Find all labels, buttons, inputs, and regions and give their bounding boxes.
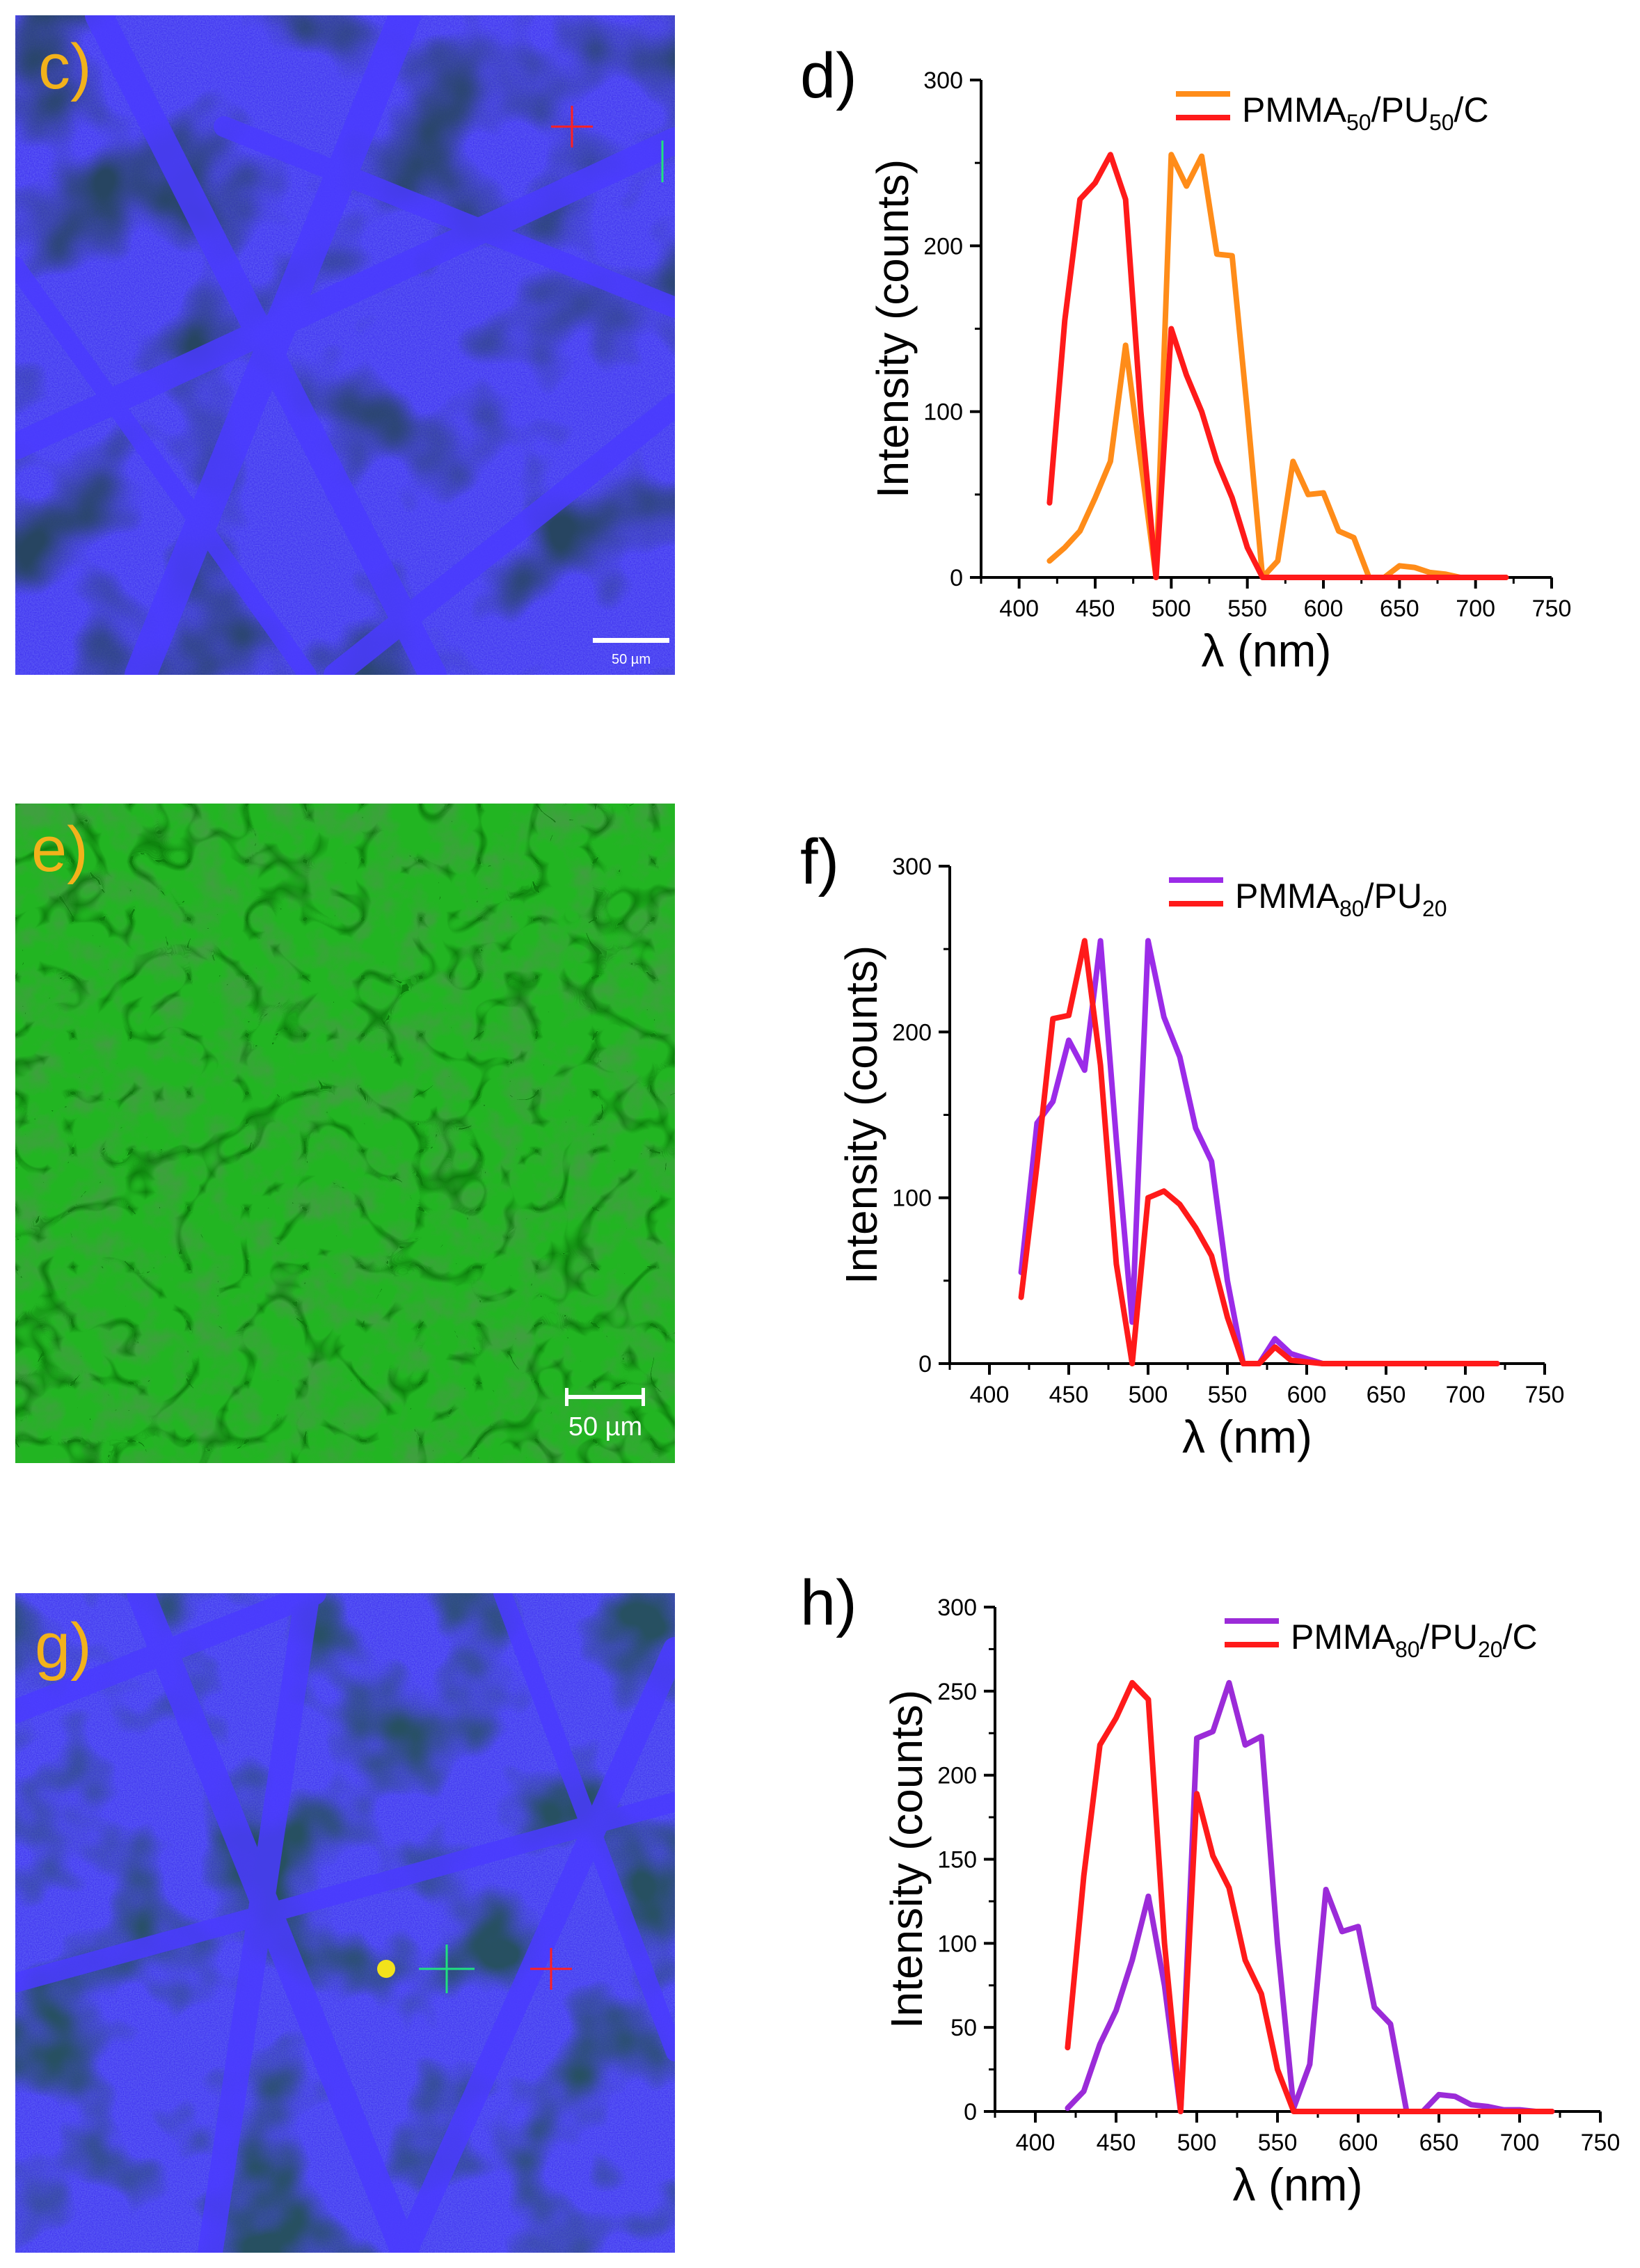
x-tick-label: 550 [1258, 2130, 1298, 2156]
x-tick-label: 500 [1129, 1382, 1168, 1408]
y-tick-label: 0 [964, 2099, 977, 2125]
x-tick-label: 600 [1287, 1382, 1327, 1408]
y-tick-label: 100 [892, 1185, 932, 1212]
micrograph-e: 50 µm [15, 804, 675, 1463]
x-tick-label: 650 [1380, 596, 1419, 622]
panel-label-e: e) [31, 814, 88, 885]
y-tick-label: 200 [923, 233, 963, 259]
legend-label: PMMA50/PU50/C [1242, 90, 1489, 135]
x-tick-label: 550 [1227, 596, 1267, 622]
x-tick-label: 700 [1500, 2130, 1540, 2156]
x-tick-label: 650 [1419, 2130, 1459, 2156]
y-tick-label: 300 [923, 67, 963, 94]
y-axis-label: Intensity (counts) [836, 945, 886, 1284]
y-tick-label: 100 [923, 399, 963, 426]
x-tick-label: 400 [970, 1382, 1010, 1408]
y-tick-label: 0 [950, 565, 963, 591]
x-tick-label: 700 [1446, 1382, 1486, 1408]
y-tick-label: 0 [918, 1351, 932, 1377]
x-tick-label: 450 [1049, 1382, 1089, 1408]
micrograph-g [15, 1593, 675, 2253]
scale-bar-c [593, 638, 669, 643]
x-axis-label: λ (nm) [1202, 625, 1332, 676]
scale-bar-e [565, 1395, 645, 1399]
chart-h: h) 400 450 500 550 600 650 700 750 0 50 100 150 200 25… [800, 1567, 1620, 2210]
x-tick-label: 750 [1532, 596, 1572, 622]
series-line-red [1018, 938, 1500, 1366]
series-line-purple [1065, 1679, 1555, 2114]
y-tick-label: 250 [937, 1679, 977, 1705]
x-tick-label: 650 [1367, 1382, 1406, 1408]
y-tick-label: 200 [937, 1763, 977, 1789]
chart-d: d) 400 450 500 550 600 650 700 750 0 100 200 300 λ (n… [800, 40, 1572, 676]
micrograph-c-image: 50 µm [15, 15, 675, 675]
legend-label: PMMA80/PU20/C [1291, 1618, 1538, 1662]
series-line-red [1046, 152, 1509, 580]
x-tick-label: 600 [1339, 2130, 1378, 2156]
panel-label-g: g) [35, 1611, 92, 1682]
series-line-red [1065, 1679, 1555, 2114]
x-tick-label: 550 [1208, 1382, 1248, 1408]
y-tick-label: 50 [950, 2015, 977, 2041]
scale-bar-c-label: 50 µm [612, 652, 651, 667]
panel-label-d: d) [800, 40, 857, 111]
x-tick-label: 600 [1304, 596, 1344, 622]
panel-label-h: h) [800, 1567, 857, 1638]
chart-f: f) 400 450 500 550 600 650 700 750 0 100 200 300 λ (n… [800, 826, 1565, 1462]
panel-label-c: c) [38, 31, 92, 102]
scale-bar-e-label: 50 µm [568, 1412, 642, 1442]
x-tick-label: 700 [1456, 596, 1495, 622]
x-axis-label: λ (nm) [1233, 2159, 1363, 2210]
x-tick-label: 750 [1525, 1382, 1565, 1408]
y-axis-label: Intensity (counts) [882, 1690, 932, 2029]
y-tick-label: 150 [937, 1847, 977, 1874]
y-tick-label: 100 [937, 1931, 977, 1957]
y-tick-label: 300 [892, 854, 932, 880]
panel-label-f: f) [800, 826, 839, 897]
x-tick-label: 400 [1016, 2130, 1056, 2156]
y-tick-label: 300 [937, 1595, 977, 1621]
micrograph-g-image [15, 1593, 675, 2253]
x-tick-label: 750 [1581, 2130, 1621, 2156]
legend-label: PMMA80/PU20 [1235, 877, 1447, 921]
x-axis-label: λ (nm) [1182, 1411, 1312, 1462]
x-tick-label: 500 [1177, 2130, 1217, 2156]
y-tick-label: 200 [892, 1019, 932, 1046]
x-tick-label: 400 [999, 596, 1039, 622]
series-line-orange [1046, 152, 1509, 580]
micrograph-c: 50 µm [15, 15, 675, 675]
x-tick-label: 450 [1076, 596, 1115, 622]
x-tick-label: 500 [1152, 596, 1191, 622]
axes-frame [948, 866, 1545, 1365]
micrograph-e-image: 50 µm [15, 804, 675, 1463]
x-tick-label: 450 [1097, 2130, 1136, 2156]
y-axis-label: Intensity (counts) [868, 159, 918, 498]
